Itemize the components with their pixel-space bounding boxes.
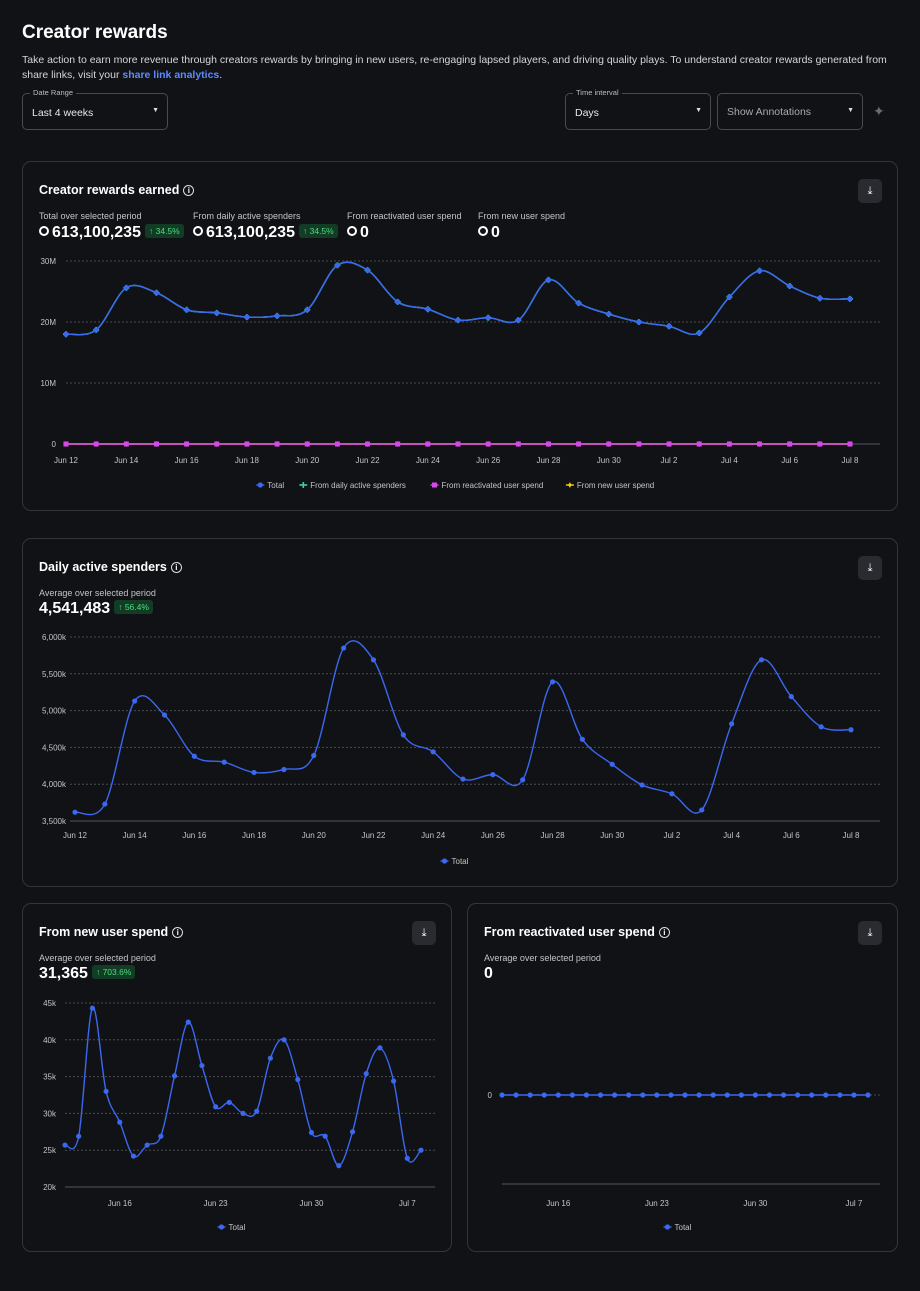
- download-button[interactable]: ⤓: [858, 179, 882, 203]
- change-badge: ↑ 34.5%: [298, 224, 338, 238]
- stat-reactivated: 0: [347, 224, 369, 242]
- stat-new-user: 0: [478, 224, 500, 242]
- date-range-select[interactable]: Date Range Last 4 weeks ▼: [22, 88, 168, 130]
- caret-down-icon: ▼: [152, 107, 159, 114]
- caret-down-icon: ▼: [695, 107, 702, 114]
- creator-rewards-card: Creator rewards earned i ⤓ Total over sel…: [22, 161, 898, 511]
- info-icon[interactable]: i: [170, 562, 182, 573]
- change-badge: ↑ 703.6%: [91, 965, 136, 979]
- time-interval-select[interactable]: Time interval Days ▼: [565, 88, 711, 130]
- stat-daily-active: 613,100,235 ↑ 34.5%: [193, 224, 338, 242]
- download-icon: ⤓: [867, 562, 873, 574]
- robux-icon: [193, 226, 203, 236]
- robux-icon: [39, 226, 49, 236]
- card-title: From new user spend: [39, 925, 169, 939]
- info-icon[interactable]: i: [183, 185, 195, 196]
- stat-total: 613,100,235 ↑ 34.5%: [39, 224, 184, 242]
- download-icon: ⤓: [421, 927, 427, 939]
- card-title: From reactivated user spend: [484, 925, 655, 939]
- download-icon: ⤓: [867, 927, 873, 939]
- card-title: Daily active spenders: [39, 560, 167, 574]
- share-link-analytics-link[interactable]: share link analytics: [122, 68, 220, 81]
- stat-average: 0: [484, 965, 493, 982]
- sparkle-icon[interactable]: ✦: [873, 103, 885, 119]
- info-icon[interactable]: i: [658, 927, 670, 938]
- new-user-spend-card: From new user spend i ⤓ Average over sele…: [22, 903, 452, 1252]
- download-icon: ⤓: [867, 185, 873, 197]
- page-title: Creator rewards: [22, 22, 168, 43]
- reactivated-user-spend-card: From reactivated user spend i ⤓ Average o…: [467, 903, 898, 1252]
- robux-icon: [347, 226, 357, 236]
- daily-active-spenders-card: Daily active spenders i ⤓ Average over se…: [22, 538, 898, 887]
- change-badge: ↑ 56.4%: [114, 600, 153, 614]
- stat-average: 31,365 ↑ 703.6%: [39, 965, 136, 983]
- robux-icon: [478, 226, 488, 236]
- show-annotations-select[interactable]: Show Annotations ▼: [717, 93, 863, 130]
- stat-average: 4,541,483 ↑ 56.4%: [39, 600, 153, 618]
- info-icon[interactable]: i: [172, 927, 184, 938]
- download-button[interactable]: ⤓: [858, 921, 882, 945]
- download-button[interactable]: ⤓: [858, 556, 882, 580]
- page-description: Take action to earn more revenue through…: [22, 54, 887, 81]
- card-title: Creator rewards earned: [39, 183, 180, 197]
- download-button[interactable]: ⤓: [412, 921, 436, 945]
- change-badge: ↑ 34.5%: [144, 224, 184, 238]
- caret-down-icon: ▼: [847, 107, 854, 114]
